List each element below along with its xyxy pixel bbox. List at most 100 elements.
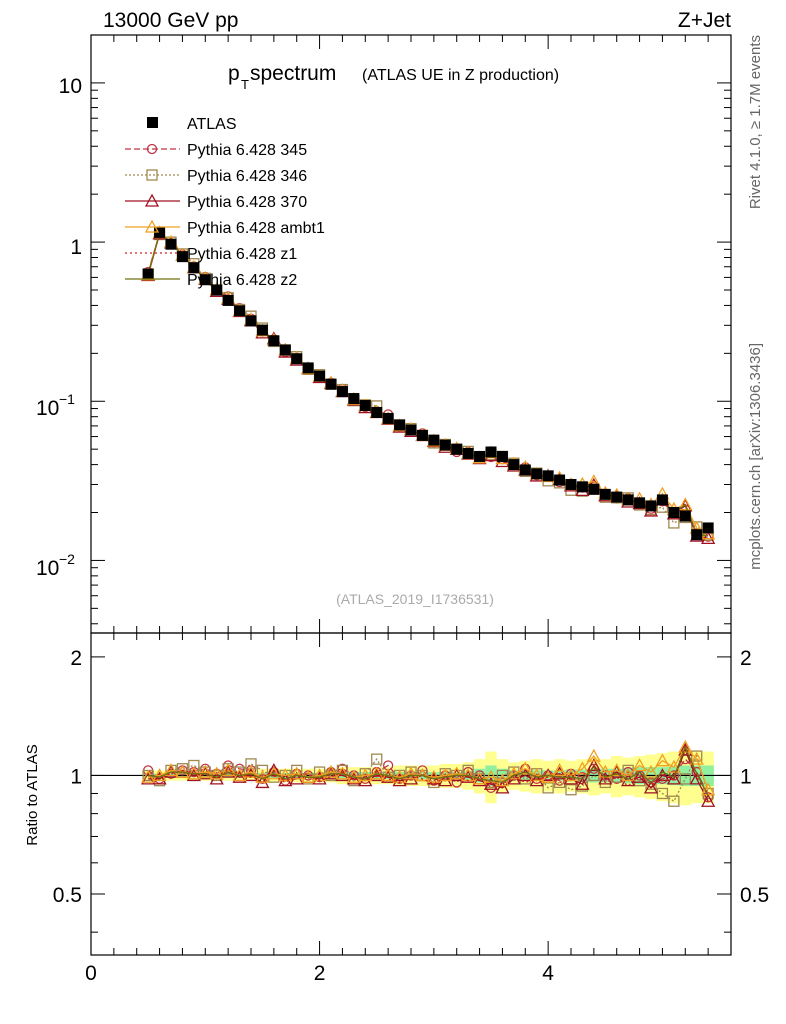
- legend-label: Pythia 6.428 ambt1: [187, 220, 325, 237]
- mcplots-label: mcplots.cern.ch [arXiv:1306.3436]: [747, 343, 764, 570]
- ratio-series-marker: [666, 759, 681, 773]
- atlas-point: [314, 370, 326, 382]
- ratio-series-marker: [643, 764, 659, 778]
- atlas-point: [588, 483, 600, 495]
- atlas-point: [542, 470, 554, 482]
- ratio-series-marker: [141, 769, 156, 783]
- atlas-point: [634, 497, 646, 509]
- legend-atlas-marker: [147, 117, 158, 128]
- atlas-point: [474, 450, 486, 462]
- ratio-series-marker: [346, 771, 361, 785]
- y-label-hundredth-base: 10: [36, 557, 59, 580]
- main-series-marker: [678, 497, 693, 511]
- ratio-tick-label-right: 0.5: [740, 884, 769, 907]
- x-tick-label: 0: [85, 962, 97, 985]
- ratio-tick-label-left: 1: [70, 765, 82, 788]
- atlas-point: [565, 478, 577, 490]
- atlas-point: [439, 439, 451, 451]
- ratio-series-marker: [438, 768, 453, 782]
- atlas-point: [382, 412, 394, 424]
- atlas-point: [462, 447, 474, 459]
- ratio-series-marker: [586, 758, 601, 772]
- atlas-point: [519, 464, 531, 476]
- atlas-point: [416, 429, 428, 441]
- ratio-series-marker: [645, 778, 657, 790]
- atlas-point: [199, 274, 211, 286]
- title-p: p: [228, 62, 240, 85]
- atlas-point: [165, 238, 177, 250]
- ratio-series-marker: [609, 763, 624, 777]
- ratio-series-marker: [152, 771, 167, 785]
- legend: ATLAS Pythia 6.428 345 Pythia 6.428 346 Pyt…: [125, 116, 325, 289]
- ratio-series-marker: [369, 766, 384, 780]
- y-label-tenth-exp: −1: [59, 391, 75, 407]
- ratio-series-marker: [518, 768, 533, 782]
- atlas-point: [154, 226, 166, 238]
- ratio-series-marker: [403, 766, 419, 780]
- ratio-series-line: [147, 758, 709, 798]
- legend-label: Pythia 6.428 370: [187, 194, 307, 211]
- ratio-series-marker: [586, 748, 601, 762]
- ratio-series-marker: [266, 763, 281, 777]
- ratio-series-marker: [163, 763, 179, 777]
- chart-title: p T spectrum (ATLAS UE in Z production): [228, 62, 559, 92]
- ratio-tick-label-right: 2: [740, 647, 752, 670]
- title-paren: (ATLAS UE in Z production): [362, 67, 559, 84]
- ratio-tick-label-left: 0.5: [53, 884, 82, 907]
- atlas-point: [611, 491, 623, 503]
- ratio-series-marker: [643, 780, 659, 794]
- ratio-series-marker: [495, 780, 510, 794]
- ratio-series-marker: [575, 776, 590, 790]
- ratio-series-marker: [689, 751, 704, 765]
- atlas-point: [496, 450, 508, 462]
- atlas-point: [268, 335, 280, 347]
- ratio-series-marker: [358, 768, 373, 782]
- ratio-series-marker: [198, 764, 213, 778]
- atlas-point: [222, 294, 234, 306]
- atlas-point: [188, 262, 200, 274]
- ratio-series-marker: [392, 773, 407, 787]
- atlas-point: [245, 315, 257, 327]
- y-label-ten: 10: [59, 75, 82, 98]
- x-tick-labels: 0 2 4: [85, 962, 554, 985]
- atlas-point: [656, 494, 668, 506]
- header-energy-label: 13000 GeV pp: [103, 9, 238, 32]
- y-label-hundredth-exp: −2: [59, 551, 75, 567]
- atlas-point: [142, 268, 154, 280]
- atlas-point: [508, 459, 520, 471]
- ratio-series-marker: [575, 761, 590, 775]
- atlas-point: [336, 386, 348, 398]
- header-process-label: Z+Jet: [678, 9, 731, 32]
- ratio-series-marker: [529, 768, 544, 782]
- ratio-series-marker: [552, 763, 567, 777]
- legend-marker: [146, 143, 158, 155]
- title-t-subscript: T: [241, 77, 249, 92]
- ratio-series-marker: [426, 769, 441, 783]
- atlas-point: [485, 446, 497, 458]
- atlas-point: [348, 393, 360, 405]
- atlas-point: [325, 378, 337, 390]
- ratio-series-marker: [483, 776, 499, 790]
- y-label-one: 1: [70, 236, 82, 259]
- legend-marker: [144, 219, 160, 233]
- atlas-point: [394, 419, 406, 431]
- legend-marker: [146, 169, 158, 181]
- atlas-point: [576, 481, 588, 493]
- ratio-series-marker: [312, 771, 327, 785]
- ratio-series-marker: [691, 750, 703, 762]
- legend-label: Pythia 6.428 345: [187, 142, 307, 159]
- atlas-point: [428, 434, 440, 446]
- y-label-tenth-base: 10: [36, 397, 59, 420]
- ratio-series-marker: [221, 763, 236, 777]
- atlas-point: [554, 474, 566, 486]
- atlas-point: [302, 362, 314, 374]
- ratio-series-marker: [678, 739, 693, 753]
- ratio-series-marker: [506, 766, 521, 780]
- ratio-series-marker: [232, 769, 247, 783]
- legend-label: Pythia 6.428 z1: [187, 246, 297, 263]
- ratio-series-marker: [209, 766, 224, 780]
- ratio-series-marker: [701, 793, 716, 807]
- ratio-series-marker: [472, 773, 487, 787]
- ratio-series-marker: [176, 763, 189, 775]
